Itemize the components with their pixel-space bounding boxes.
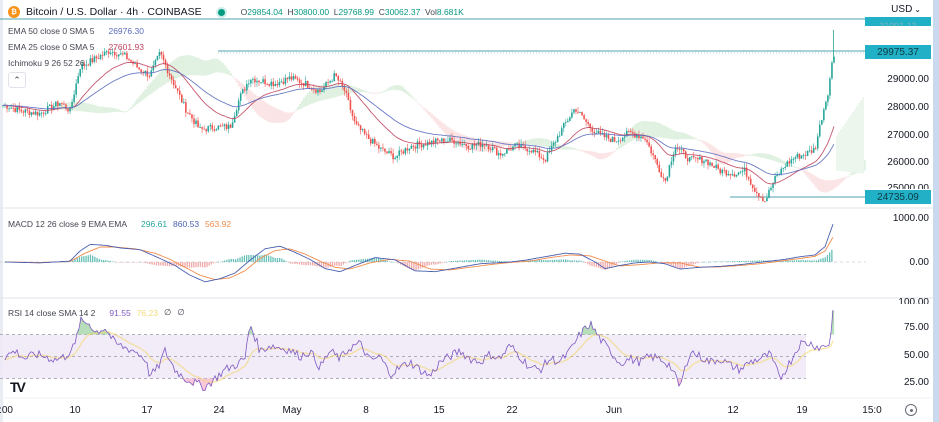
price-label: 28000.00 bbox=[887, 102, 929, 113]
volume-value: 8.681K bbox=[436, 7, 464, 17]
symbol-title[interactable]: Bitcoin / U.S. Dollar · 4h · COINBASE bbox=[26, 6, 202, 18]
time-axis-label: Jun bbox=[605, 405, 623, 416]
price-label: 26000.00 bbox=[887, 157, 929, 168]
ema50-legend[interactable]: EMA 50 close 0 SMA 5 26976.30 bbox=[8, 26, 144, 36]
settings-icon[interactable] bbox=[905, 404, 917, 416]
close-value: 30062.37 bbox=[384, 7, 421, 17]
time-axis-label: 15 bbox=[433, 405, 445, 416]
time-axis-label: 15:0 bbox=[862, 405, 882, 416]
macd-hist-value: 296.61 bbox=[141, 219, 168, 229]
time-axis-label: :00 bbox=[0, 405, 13, 416]
time-axis-label: 22 bbox=[506, 405, 518, 416]
time-axis-label: 24 bbox=[213, 405, 225, 416]
ema50-value: 26976.30 bbox=[108, 26, 144, 36]
macd-line-value: 860.53 bbox=[173, 219, 200, 229]
ichimoku-legend[interactable]: Ichimoku 9 26 52 26 bbox=[8, 58, 85, 68]
rsi-legend[interactable]: RSI 14 close SMA 14 2 91.55 76.23 ∅ ∅ bbox=[8, 307, 185, 318]
time-axis-label: 12 bbox=[727, 405, 739, 416]
macd-label: MACD 12 26 close 9 EMA EMA bbox=[8, 219, 128, 229]
ichimoku-label: Ichimoku 9 26 52 26 bbox=[8, 58, 85, 68]
high-value: 30800.00 bbox=[293, 7, 330, 17]
currency-selector[interactable]: USD ⌄ bbox=[891, 4, 921, 15]
price-label: 25000.00 bbox=[887, 183, 929, 189]
macd-legend[interactable]: MACD 12 26 close 9 EMA EMA 296.61 860.53… bbox=[8, 219, 231, 229]
time-axis-label: 17 bbox=[141, 405, 153, 416]
market-open-status-icon bbox=[217, 8, 225, 16]
collapse-legend-button[interactable]: ⌃ bbox=[8, 72, 26, 88]
rsi-axis-label: 50.00 bbox=[903, 350, 929, 361]
chevron-down-icon: ⌄ bbox=[914, 5, 921, 14]
macd-signal-value: 563.92 bbox=[205, 219, 232, 229]
rsi-sma-value: 76.23 bbox=[136, 307, 158, 318]
top-line-price-tag: 31091.13 bbox=[865, 17, 931, 26]
rsi-axis-label: 100.00 bbox=[898, 297, 929, 304]
time-axis-label: May bbox=[282, 405, 302, 416]
macd-axis-label: 1000.00 bbox=[892, 213, 929, 224]
resistance-price-tag: 29975.37 bbox=[865, 45, 931, 59]
support-price-tag: 24735.09 bbox=[865, 190, 931, 204]
rsi-extra1: ∅ bbox=[163, 307, 172, 317]
time-axis-label: 8 bbox=[363, 405, 369, 416]
price-label: 29000.00 bbox=[887, 74, 929, 85]
symbol-header: ₿ Bitcoin / U.S. Dollar · 4h · COINBASE … bbox=[8, 6, 464, 18]
ohlc-values: O29854.04 H30800.00 L29768.99 C30062.37 … bbox=[240, 7, 464, 17]
rsi-value: 91.55 bbox=[109, 307, 131, 318]
time-axis-label: 19 bbox=[796, 405, 808, 416]
ema25-label: EMA 25 close 0 SMA 5 bbox=[8, 42, 95, 52]
price-label: 27000.00 bbox=[887, 130, 929, 141]
macd-axis-label: 0.00 bbox=[909, 257, 929, 268]
rsi-axis-label: 75.00 bbox=[903, 322, 929, 333]
chevron-up-icon: ⌃ bbox=[13, 74, 21, 85]
low-value: 29768.99 bbox=[338, 7, 374, 17]
ema25-legend[interactable]: EMA 25 close 0 SMA 5 27601.93 bbox=[8, 42, 144, 52]
left-border bbox=[0, 0, 3, 422]
ema50-label: EMA 50 close 0 SMA 5 bbox=[8, 26, 95, 36]
rsi-label: RSI 14 close SMA 14 2 bbox=[8, 307, 96, 318]
open-value: 29854.04 bbox=[247, 7, 283, 17]
time-axis-label: 10 bbox=[69, 405, 81, 416]
rsi-extra2: ∅ bbox=[177, 307, 185, 317]
right-border bbox=[933, 0, 939, 422]
rsi-axis-label: 25.00 bbox=[903, 377, 929, 388]
ema25-value: 27601.93 bbox=[108, 42, 144, 52]
bitcoin-icon: ₿ bbox=[8, 6, 20, 18]
tradingview-logo[interactable]: TV bbox=[10, 379, 26, 395]
